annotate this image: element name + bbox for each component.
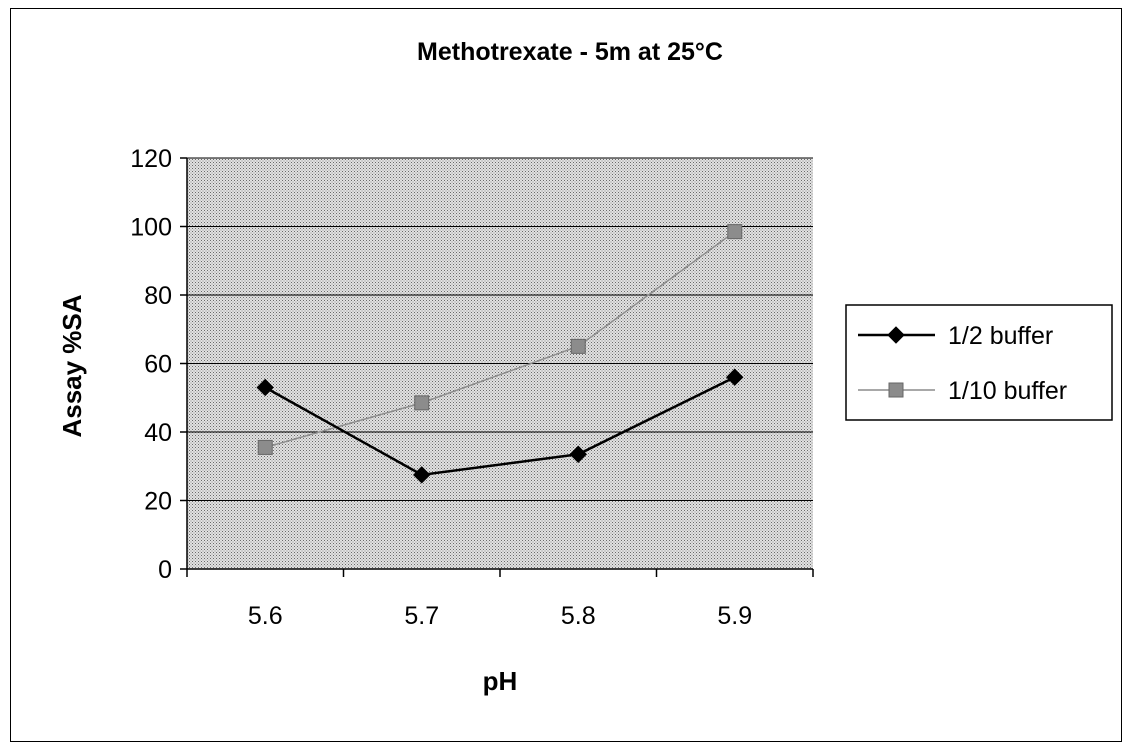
diamond-marker: [726, 368, 744, 386]
y-tick-label: 0: [158, 556, 172, 584]
legend-square-marker: [888, 382, 904, 398]
legend-label: 1/10 buffer: [948, 377, 1067, 405]
series-line: [265, 231, 736, 449]
legend-diamond-marker: [887, 326, 905, 344]
legend-label: 1/2 buffer: [948, 322, 1053, 350]
y-axis-ticks: 0 20 40 60 80 100 120: [130, 145, 187, 584]
legend: 1/2 buffer 1/10 buffer: [845, 304, 1113, 421]
x-tick-label: 5.8: [561, 602, 596, 630]
x-axis-title: pH: [483, 666, 518, 696]
gridlines: [187, 157, 813, 501]
square-marker: [570, 338, 586, 354]
series-line: [264, 376, 736, 477]
y-tick-label: 120: [130, 145, 172, 173]
x-axis-ticks: 5.6 5.7 5.8 5.9: [186, 569, 814, 630]
series-diamond: [256, 368, 744, 484]
y-tick-label: 20: [144, 488, 172, 516]
y-tick-label: 60: [144, 351, 172, 379]
y-tick-label: 100: [130, 214, 172, 242]
x-tick-label: 5.7: [404, 602, 439, 630]
series-layer: [256, 224, 744, 484]
square-marker: [257, 439, 273, 455]
x-tick-label: 5.6: [248, 602, 283, 630]
diamond-marker: [569, 445, 587, 463]
y-axis-title: Assay %SA: [57, 294, 87, 437]
chart-title: Methotrexate - 5m at 25°C: [417, 38, 723, 66]
y-tick-label: 80: [144, 282, 172, 310]
y-tick-label: 40: [144, 419, 172, 447]
square-marker: [727, 224, 743, 240]
diamond-marker: [256, 378, 274, 397]
legend-item: 1/10 buffer: [858, 377, 1067, 405]
diamond-marker: [413, 466, 431, 484]
x-tick-label: 5.9: [717, 602, 752, 630]
legend-box: [845, 304, 1113, 421]
square-marker: [414, 395, 430, 411]
series-square: [257, 224, 743, 455]
legend-item: 1/2 buffer: [858, 322, 1053, 350]
